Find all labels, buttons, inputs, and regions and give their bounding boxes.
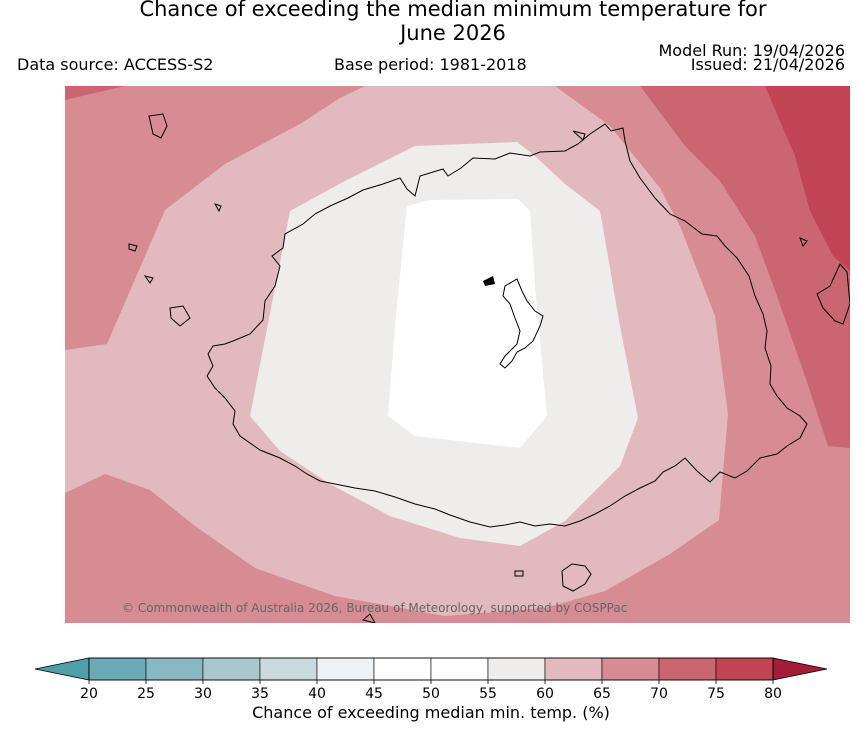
colorbar-segment-25: [145, 657, 204, 681]
colorbar-segment-30: [202, 657, 261, 681]
map-canvas: [65, 86, 850, 623]
colorbar-tick-50: 50: [422, 686, 440, 702]
colorbar-segment-35: [259, 657, 318, 681]
zone-75-80: [765, 86, 850, 271]
coastline-islet-4: [143, 275, 154, 284]
colorbar-tick-70: 70: [650, 686, 668, 702]
zone-70-75-top-left: [65, 86, 125, 100]
colorbar-tick-25: 25: [137, 686, 155, 702]
colorbar-segment-75: [715, 657, 774, 681]
colorbar-segment-45: [373, 657, 432, 681]
model-run-label: Model Run: 19/04/2026: [658, 41, 846, 60]
data-source-label: Data source: ACCESS-S2: [17, 55, 214, 74]
colorbar-tick-65: 65: [593, 686, 611, 702]
colorbar-label: Chance of exceeding median min. temp. (%…: [252, 703, 610, 722]
map-title: Chance of exceeding the median minimum t…: [0, 0, 862, 45]
coastline-southern-island: [561, 563, 592, 592]
coastline-ne-island: [572, 130, 586, 141]
base-period-label: Base period: 1981-2018: [334, 55, 527, 74]
colorbar-tick-60: 60: [536, 686, 554, 702]
coastline-west-island: [169, 305, 191, 327]
coastline-central-island: [499, 278, 544, 369]
title-line-1: Chance of exceeding the median minimum t…: [139, 0, 767, 21]
issued-label: Issued: 21/04/2026: [690, 55, 845, 74]
colorbar-tick-30: 30: [194, 686, 212, 702]
coastline-east-island: [816, 263, 850, 325]
coastline-south-islet: [361, 613, 376, 623]
colorbar-segment-55: [487, 657, 546, 681]
copyright-notice: © Commonwealth of Australia 2026, Bureau…: [122, 601, 628, 615]
colorbar: 20 25 30 35 40 45 50 55 60 65 70 75 80: [0, 650, 862, 710]
coastline-southern-islet: [514, 570, 524, 577]
colorbar-tick-35: 35: [251, 686, 269, 702]
colorbar-tick-45: 45: [365, 686, 383, 702]
coastline-islet-1: [483, 276, 495, 286]
zone-50-55: [388, 199, 547, 448]
colorbar-tick-75: 75: [707, 686, 725, 702]
colorbar-segment-70: [658, 657, 717, 681]
coastline-mainland: [206, 123, 808, 528]
colorbar-extend-high: [772, 657, 828, 681]
colorbar-tick-80: 80: [764, 686, 782, 702]
zone-70-75-top-right: [640, 86, 850, 448]
colorbar-segment-50: [430, 657, 489, 681]
title-line-2: June 2026: [400, 21, 506, 45]
coastline-ne-island-2: [799, 237, 808, 247]
colorbar-tick-55: 55: [479, 686, 497, 702]
coastline-nw-island: [148, 113, 168, 139]
colorbar-extend-low: [34, 657, 90, 681]
coastline-islet-2: [128, 243, 138, 252]
colorbar-segment-40: [316, 657, 375, 681]
coastline-islet-3: [213, 203, 222, 213]
colorbar-segment-65: [601, 657, 660, 681]
colorbar-segment-60: [544, 657, 603, 681]
colorbar-tick-20: 20: [80, 686, 98, 702]
colorbar-segment-20: [88, 657, 147, 681]
colorbar-svg: 20 25 30 35 40 45 50 55 60 65 70 75 80: [34, 657, 828, 702]
colorbar-tick-40: 40: [308, 686, 326, 702]
forecast-map: [65, 86, 850, 623]
